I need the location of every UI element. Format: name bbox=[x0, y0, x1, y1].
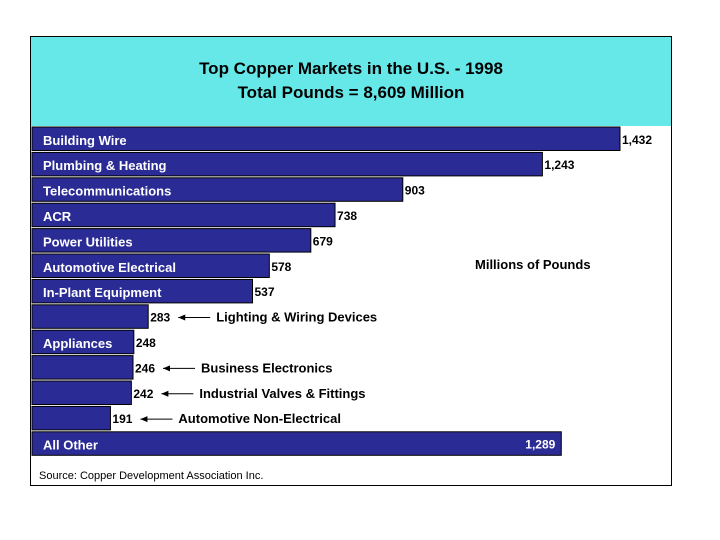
data-label: 246 bbox=[135, 361, 155, 375]
category-label: ACR bbox=[43, 209, 72, 224]
category-label: Automotive Non-Electrical bbox=[178, 411, 341, 426]
data-label: 537 bbox=[255, 285, 275, 299]
chart-subtitle: Total Pounds = 8,609 Million bbox=[237, 83, 465, 102]
category-label: Business Electronics bbox=[201, 360, 333, 375]
bar bbox=[31, 405, 111, 431]
data-label: 1,432 bbox=[622, 133, 652, 147]
category-label: All Other bbox=[43, 438, 98, 453]
chart-title: Top Copper Markets in the U.S. - 1998 bbox=[199, 59, 503, 78]
category-label: Appliances bbox=[43, 336, 112, 351]
bar bbox=[31, 278, 253, 304]
category-label: Industrial Valves & Fittings bbox=[199, 386, 365, 401]
data-label: 679 bbox=[313, 234, 333, 248]
bar bbox=[31, 228, 312, 253]
bar bbox=[31, 380, 132, 405]
bar bbox=[31, 355, 134, 380]
category-label: Automotive Electrical bbox=[43, 260, 176, 275]
data-label: 1,289 bbox=[525, 438, 555, 452]
category-label: Telecommunications bbox=[43, 184, 171, 199]
bar bbox=[31, 177, 404, 202]
data-label: 903 bbox=[405, 184, 425, 198]
data-label: 248 bbox=[136, 336, 156, 350]
category-label: Power Utilities bbox=[43, 234, 133, 249]
bar-chart: 1,432 Building Wire 1,243 Plumbing & Heatin… bbox=[31, 126, 652, 456]
bar bbox=[31, 304, 149, 329]
arrow-head bbox=[140, 416, 148, 423]
data-label: 242 bbox=[133, 387, 153, 401]
category-label: Building Wire bbox=[43, 133, 127, 148]
data-label: 578 bbox=[271, 260, 291, 274]
category-label: Plumbing & Heating bbox=[43, 158, 167, 173]
title-band: Top Copper Markets in the U.S. - 1998 To… bbox=[31, 37, 671, 126]
bar bbox=[31, 431, 562, 456]
data-label: 283 bbox=[150, 311, 170, 325]
data-label: 738 bbox=[337, 209, 357, 223]
arrow-head bbox=[178, 314, 186, 321]
bar bbox=[31, 151, 543, 177]
chart-frame: Top Copper Markets in the U.S. - 1998 To… bbox=[30, 36, 672, 486]
unit-note: Millions of Pounds bbox=[475, 257, 591, 272]
data-label: 1,243 bbox=[544, 158, 574, 172]
bar bbox=[31, 253, 270, 278]
data-label: 191 bbox=[112, 412, 132, 426]
arrow-head bbox=[163, 365, 171, 372]
bar bbox=[31, 202, 336, 228]
source-note: Source: Copper Development Association I… bbox=[39, 470, 264, 482]
arrow-head bbox=[161, 390, 169, 397]
bar bbox=[31, 329, 135, 355]
bar bbox=[31, 126, 621, 151]
category-label: In-Plant Equipment bbox=[43, 285, 162, 300]
category-label: Lighting & Wiring Devices bbox=[216, 310, 377, 325]
